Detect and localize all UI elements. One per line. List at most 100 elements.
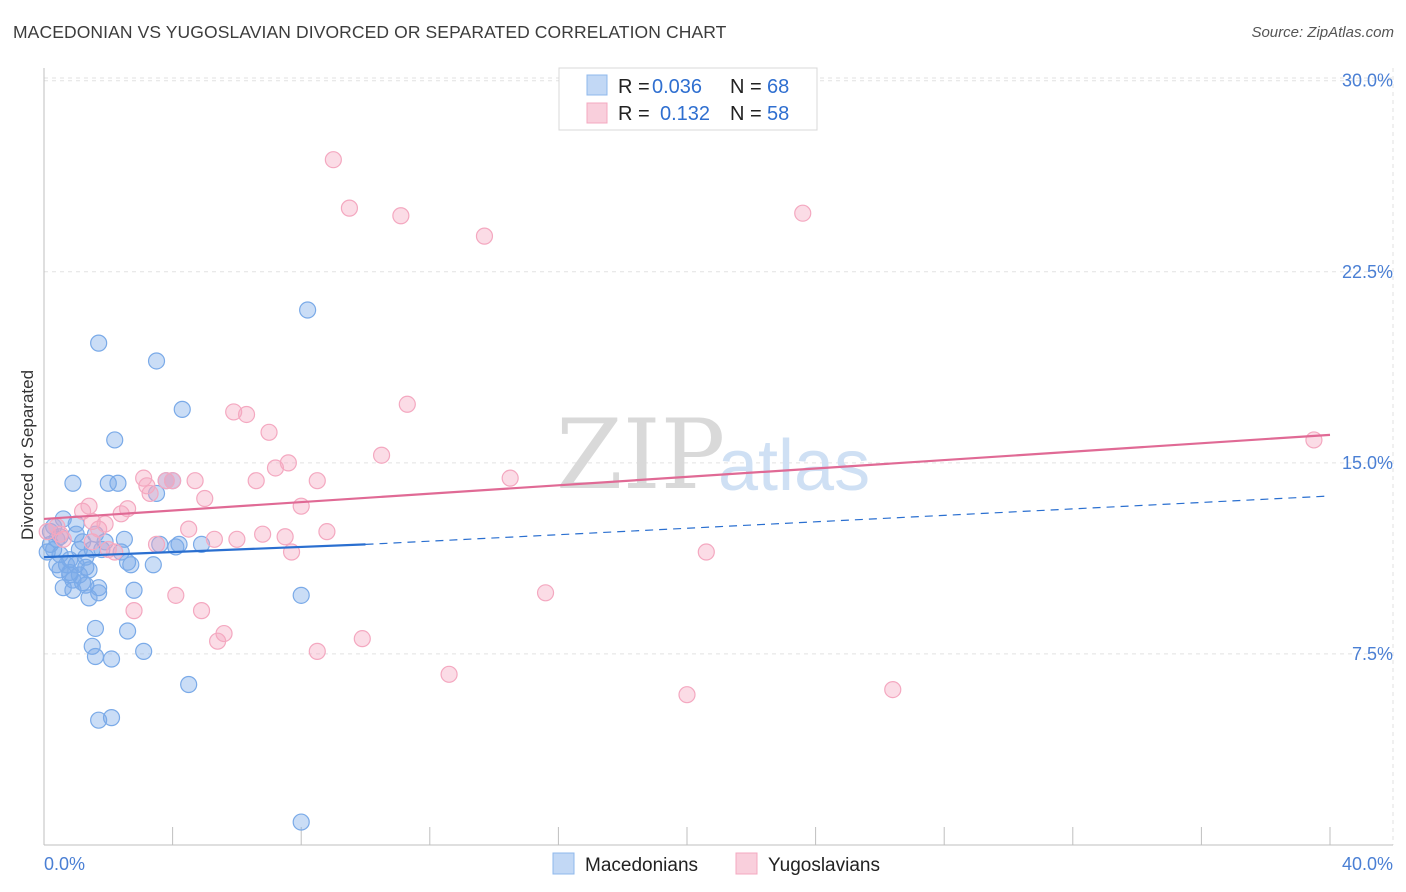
macedonian-trend-line [43, 543, 366, 559]
y-tick-label-3: 30.0% [1342, 71, 1393, 91]
y-tick-labels: 7.5% 15.0% 22.5% 30.0% [1342, 71, 1393, 664]
macedonian-point-31 [90, 584, 108, 602]
y-tick-label-0: 7.5% [1352, 644, 1393, 664]
yugoslavian-point-53 [794, 204, 812, 222]
yugoslavian-point-9 [96, 515, 114, 533]
yugoslavian-point-21 [186, 472, 204, 490]
yugoslavian-point-33 [266, 459, 285, 477]
macedonian-point-28 [86, 619, 105, 638]
yugoslavian-point-29 [237, 405, 256, 424]
yugoslavian-point-56 [138, 477, 156, 495]
data-points [38, 151, 1323, 831]
macedonian-point-25 [83, 637, 101, 655]
legend-r-label-macedonians: R = [618, 76, 650, 98]
legend-swatch-macedonians [586, 74, 608, 96]
yugoslavian-point-24 [205, 530, 223, 548]
macedonian-point-41 [118, 622, 137, 640]
yugoslavian-point-42 [340, 199, 359, 217]
macedonian-point-42 [122, 556, 140, 574]
yugoslavian-point-20 [180, 520, 198, 538]
macedonian-point-38 [109, 474, 127, 492]
yugoslavian-point-50 [536, 584, 555, 602]
macedonian-point-21 [77, 558, 95, 576]
yugoslavian-point-38 [308, 642, 326, 660]
macedonian-point-36 [102, 709, 121, 727]
y-axis-label: Divorced or Separated [18, 370, 37, 540]
yugoslavian-point-49 [501, 469, 519, 487]
bottom-legend: Macedonians Yugoslavians [552, 852, 880, 876]
macedonian-point-64 [61, 563, 79, 582]
legend-n-label-yugoslavians: N = [730, 103, 762, 125]
macedonian-point-44 [135, 642, 153, 660]
macedonian-point-45 [144, 556, 162, 574]
macedonian-point-29 [90, 711, 108, 729]
yugoslavian-point-43 [353, 630, 371, 648]
yugoslavian-point-44 [372, 446, 391, 464]
macedonian-point-47 [147, 352, 166, 370]
macedonian-point-32 [90, 334, 108, 352]
yugoslavian-point-45 [392, 207, 410, 225]
bottom-legend-label-macedonians: Macedonians [585, 855, 698, 876]
macedonian-point-54 [192, 535, 211, 553]
yugoslavian-point-37 [292, 497, 310, 515]
yugoslavian-point-48 [475, 227, 494, 245]
watermark-zip: ZIP [556, 399, 725, 511]
yugoslavian-point-18 [164, 472, 182, 490]
x-tick-label-max: 40.0% [1342, 854, 1393, 874]
legend-r-value-macedonians: 0.036 [652, 76, 702, 98]
legend-r-label-yugoslavians: R = [618, 103, 650, 125]
macedonian-point-37 [106, 431, 124, 449]
source-note: Source: ZipAtlas.com [1251, 24, 1394, 41]
yugoslavian-point-26 [215, 624, 233, 643]
yugoslavian-point-5 [80, 497, 98, 515]
yugoslavian-point-54 [884, 680, 902, 699]
chart-title: MACEDONIAN VS YUGOSLAVIAN DIVORCED OR SE… [13, 22, 727, 42]
macedonian-point-13 [64, 474, 82, 492]
bottom-legend-label-yugoslavians: Yugoslavians [768, 855, 880, 876]
trend-lines [43, 433, 1331, 559]
macedonian-point-34 [99, 474, 117, 492]
macedonian-point-55 [292, 813, 310, 831]
yugoslavian-point-34 [276, 528, 294, 546]
macedonian-point-35 [102, 650, 121, 668]
yugoslavian-point-40 [318, 523, 336, 541]
yugoslavian-point-23 [196, 489, 214, 508]
yugoslavian-point-35 [279, 454, 297, 472]
yugoslavian-point-30 [247, 472, 265, 490]
macedonian-point-66 [112, 543, 130, 561]
macedonian-trend-line-extension [365, 495, 1331, 545]
macedonian-point-39 [115, 530, 133, 548]
legend-n-label-macedonians: N = [730, 76, 762, 98]
y-tick-label-1: 15.0% [1342, 453, 1393, 473]
macedonian-point-23 [80, 561, 98, 579]
bottom-legend-swatch-yugoslavians [735, 852, 758, 875]
yugoslavian-trend-line [43, 433, 1331, 521]
yugoslavian-point-51 [678, 686, 696, 704]
legend-n-value-macedonians: 68 [767, 76, 789, 98]
yugoslavian-point-0 [38, 523, 56, 541]
legend-n-value-yugoslavians: 58 [767, 103, 789, 125]
yugoslavian-point-19 [167, 586, 185, 604]
yugoslavian-point-31 [254, 525, 272, 543]
x-tick-label-min: 0.0% [44, 854, 85, 874]
yugoslavian-point-13 [125, 602, 143, 620]
yugoslavian-point-2 [51, 525, 69, 543]
yugoslavian-point-41 [324, 151, 342, 169]
yugoslavian-point-52 [697, 543, 715, 561]
legend: R = 0.036 N = 68 R = 0.132 N = 58 [558, 67, 818, 131]
macedonian-point-65 [77, 576, 95, 594]
yugoslavian-point-27 [225, 403, 243, 421]
yugoslavian-point-17 [157, 472, 175, 490]
legend-r-value-yugoslavians: 0.132 [660, 103, 710, 125]
macedonian-point-43 [125, 581, 143, 599]
macedonian-point-56 [292, 586, 310, 604]
macedonian-point-27 [86, 647, 105, 666]
yugoslavian-point-46 [398, 395, 416, 413]
yugoslavian-point-3 [54, 530, 72, 548]
yugoslavian-point-47 [440, 665, 458, 683]
yugoslavian-point-22 [192, 602, 211, 620]
yugoslavian-point-55 [1305, 431, 1323, 449]
macedonian-point-53 [180, 675, 198, 694]
yugoslavian-point-28 [228, 530, 246, 548]
